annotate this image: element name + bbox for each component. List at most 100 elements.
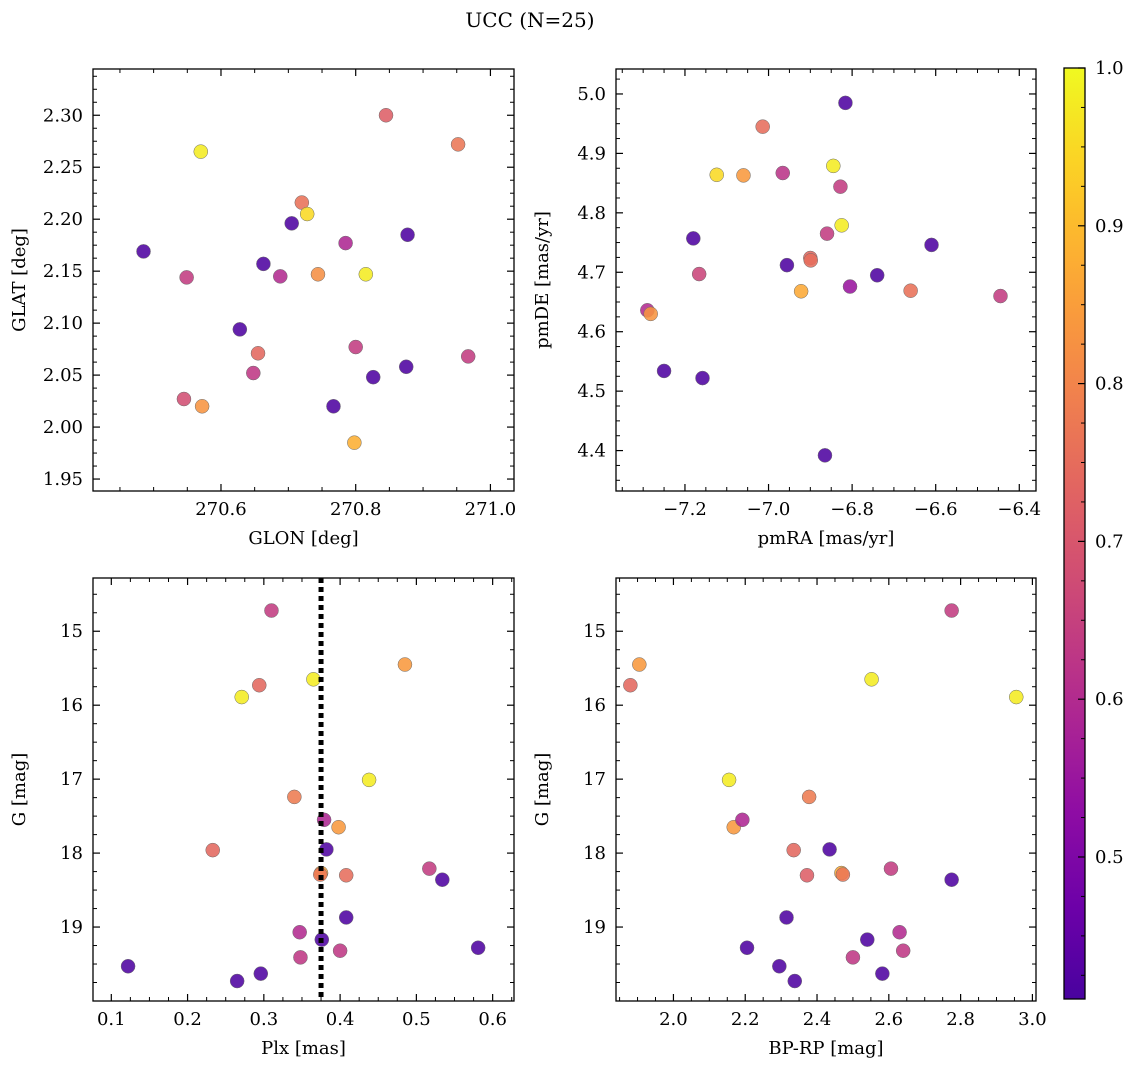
y-tick-label: 2.30 <box>43 105 83 126</box>
data-point <box>842 279 858 294</box>
x-tick-label: 2.4 <box>803 1009 832 1030</box>
x-axis-label: pmRA [mas/yr] <box>758 528 895 549</box>
data-point <box>470 940 486 956</box>
x-tick-label: 0.2 <box>173 1009 202 1030</box>
x-tick-label: 270.6 <box>195 499 247 520</box>
data-point <box>903 283 918 298</box>
axes-frame <box>92 577 515 1002</box>
data-point <box>273 269 288 284</box>
y-tick-label: 4.4 <box>577 441 606 462</box>
y-tick-label: 2.15 <box>43 261 83 282</box>
data-point <box>895 943 911 958</box>
data-point <box>193 144 209 159</box>
x-tick-label: 0.4 <box>326 1009 355 1030</box>
data-point <box>400 227 415 243</box>
data-point <box>755 119 770 134</box>
data-point <box>293 950 308 965</box>
data-point <box>793 284 809 299</box>
y-tick-label: 5.0 <box>577 84 606 105</box>
data-point <box>365 369 381 385</box>
data-point <box>826 158 841 174</box>
data-point <box>256 256 271 272</box>
data-point <box>284 216 299 231</box>
data-point <box>739 940 755 956</box>
data-point <box>292 924 307 940</box>
x-axis-label: GLON [deg] <box>248 528 358 549</box>
data-point <box>944 872 959 887</box>
data-point <box>779 910 794 925</box>
data-point <box>246 365 261 381</box>
data-point <box>643 306 658 322</box>
x-tick-label: −6.8 <box>830 499 874 520</box>
x-tick-label: −7.0 <box>747 499 791 520</box>
data-point <box>787 973 803 989</box>
y-tick-label: 16 <box>60 695 83 716</box>
axes-frame <box>615 577 1037 1002</box>
data-point <box>205 842 220 858</box>
y-tick-label: 16 <box>583 695 606 716</box>
data-point <box>691 266 707 282</box>
data-point <box>176 391 192 407</box>
y-tick-label: 2.25 <box>43 157 83 178</box>
x-tick-label: 270.8 <box>330 499 382 520</box>
data-point <box>460 349 476 364</box>
x-tick-label: −6.4 <box>997 499 1041 520</box>
y-tick-label: 15 <box>583 621 606 642</box>
data-point <box>833 179 848 194</box>
colorbar-tick-label: 0.6 <box>1095 689 1124 710</box>
data-point <box>450 137 466 152</box>
data-point <box>803 253 818 268</box>
data-point <box>253 966 269 981</box>
x-tick-label: 2.8 <box>946 1009 975 1030</box>
x-tick-label: 271.0 <box>465 499 517 520</box>
axes-frame <box>615 68 1037 492</box>
data-point <box>845 950 861 965</box>
x-tick-label: 2.6 <box>875 1009 904 1030</box>
data-point <box>869 268 885 283</box>
x-axis-label: Plx [mas] <box>261 1038 346 1059</box>
data-point <box>779 257 795 273</box>
x-tick-label: 0.1 <box>97 1009 126 1030</box>
data-point <box>358 267 374 282</box>
y-tick-label: 2.00 <box>43 417 83 438</box>
y-tick-label: 2.10 <box>43 313 83 334</box>
y-axis-label: GLAT [deg] <box>9 228 30 332</box>
panel-bottom-left: 0.1 0.2 0.3 0.4 0.5 0.6 15 16 17 18 19 Plx [mas] G [… <box>9 577 515 1059</box>
colorbar-tick-label: 1.0 <box>1095 58 1124 79</box>
data-point <box>875 966 890 981</box>
x-axis-label: BP-RP [mag] <box>768 1038 883 1059</box>
data-point <box>348 339 363 355</box>
data-point <box>656 363 672 379</box>
y-tick-label: 17 <box>60 769 83 790</box>
data-point <box>250 346 266 361</box>
y-axis-label: G [mag] <box>532 753 553 826</box>
colorbar: 0.5 0.6 0.7 0.8 0.9 1.0 <box>1063 58 1124 1000</box>
panel-bottom-right: 2.0 2.2 2.4 2.6 2.8 3.0 15 16 17 18 19 BP-RP [mag] G… <box>532 577 1047 1059</box>
panel-top-left: 270.6 270.8 271.0 1.95 2.00 2.05 2.10 2.15 2.20 2… <box>9 68 517 549</box>
panel-top-right: −7.2 −7.0 −6.8 −6.6 −6.4 4.4 4.5 4.6 4.7 4.8 4.9 5.… <box>532 68 1041 549</box>
data-point <box>232 322 248 337</box>
data-point <box>892 924 907 940</box>
y-tick-label: 4.8 <box>577 203 606 224</box>
data-point <box>378 108 394 123</box>
y-tick-label: 4.5 <box>577 381 606 402</box>
data-point <box>775 165 790 181</box>
data-point <box>1009 689 1024 705</box>
y-tick-label: 2.20 <box>43 209 83 230</box>
x-tick-label: −7.2 <box>663 499 707 520</box>
data-point <box>860 932 875 947</box>
colorbar-tick-label: 0.9 <box>1095 216 1124 237</box>
data-point <box>632 657 647 672</box>
data-point <box>136 244 151 259</box>
colorbar-tick-label: 0.5 <box>1095 847 1124 868</box>
data-point <box>229 973 245 989</box>
data-point <box>786 842 801 858</box>
x-tick-label: 0.5 <box>402 1009 431 1030</box>
data-point <box>306 672 321 687</box>
scatter-points <box>136 108 476 450</box>
data-point <box>234 689 249 705</box>
scatter-points <box>120 603 486 989</box>
axes-frame <box>92 68 515 492</box>
data-point <box>398 359 414 375</box>
y-tick-label: 4.6 <box>577 322 606 343</box>
